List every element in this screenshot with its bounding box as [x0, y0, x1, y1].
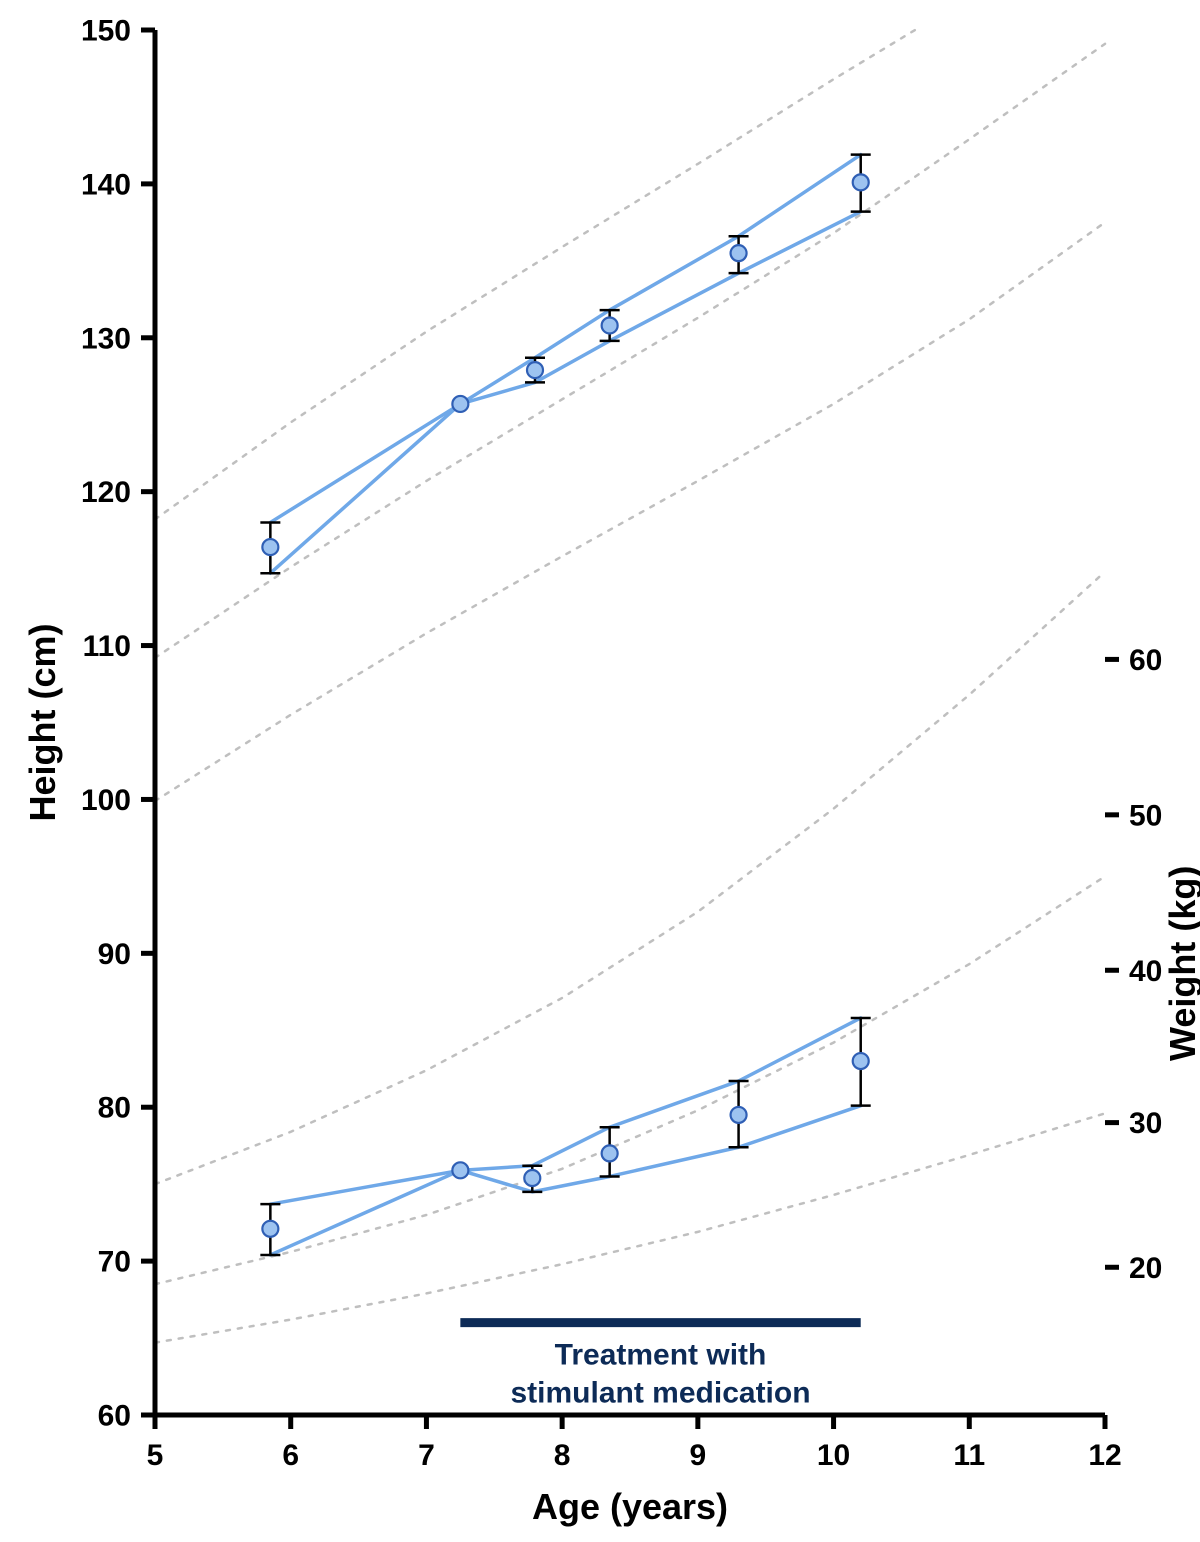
y-left-tick-label: 100: [81, 784, 131, 817]
y-right-tick-label: 20: [1129, 1252, 1162, 1285]
percentile-curves: [155, 30, 1105, 1343]
x-tick-label: 5: [147, 1439, 164, 1472]
y-left-tick-label: 90: [98, 938, 131, 971]
percentile-curve: [155, 572, 1105, 1184]
y-left-tick-label: 110: [83, 630, 131, 663]
y-right-tick-label: 30: [1129, 1107, 1162, 1140]
data-marker: [731, 245, 747, 261]
treatment-label-line2: stimulant medication: [511, 1377, 811, 1410]
y-left-tick-label: 130: [81, 322, 131, 355]
height-series-upper-line: [270, 155, 860, 523]
percentile-curve: [155, 44, 1105, 658]
x-tick-label: 9: [690, 1439, 707, 1472]
growth-chart-svg: 5 6 7 8 9 10 11 12 60 70 80 90 100 110 120 130 140 150 20 3…: [0, 0, 1200, 1542]
data-marker: [262, 539, 278, 555]
data-marker: [731, 1107, 747, 1123]
height-series: [260, 155, 870, 574]
data-marker: [262, 1221, 278, 1237]
data-marker: [527, 362, 543, 378]
y-left-tick-label: 70: [98, 1246, 131, 1279]
y-right-ticks: 20 30 40 50 60: [1105, 644, 1162, 1285]
y-left-tick-label: 60: [98, 1400, 131, 1433]
data-marker: [853, 1053, 869, 1069]
data-marker: [452, 396, 468, 412]
data-marker: [602, 1145, 618, 1161]
data-marker: [452, 1162, 468, 1178]
data-marker: [602, 317, 618, 333]
y-left-tick-label: 80: [98, 1092, 131, 1125]
percentile-curve: [155, 876, 1105, 1284]
x-tick-label: 12: [1088, 1439, 1121, 1472]
x-tick-label: 8: [554, 1439, 571, 1472]
y-left-tick-label: 140: [81, 168, 131, 201]
percentile-curve: [155, 30, 915, 519]
x-tick-label: 10: [817, 1439, 850, 1472]
treatment-label-line1: Treatment with: [555, 1339, 767, 1372]
x-tick-label: 7: [418, 1439, 435, 1472]
y-right-tick-label: 50: [1129, 799, 1162, 832]
percentile-curve: [155, 222, 1105, 801]
height-series-lower-line: [270, 212, 860, 574]
percentile-curve: [155, 1113, 1105, 1342]
chart-container: 5 6 7 8 9 10 11 12 60 70 80 90 100 110 120 130 140 150 20 3…: [0, 0, 1200, 1542]
y-left-tick-label: 120: [81, 476, 131, 509]
weight-series-upper-line: [270, 1018, 860, 1204]
y-right-tick-label: 60: [1129, 644, 1162, 677]
y-left-axis-label: Height (cm): [22, 624, 63, 822]
x-tick-label: 6: [282, 1439, 299, 1472]
weight-series-lower-line: [270, 1106, 860, 1255]
y-right-axis-label: Weight (kg): [1162, 866, 1200, 1061]
y-right-tick-label: 40: [1129, 955, 1162, 988]
weight-series: [260, 1018, 870, 1255]
y-left-tick-label: 150: [81, 15, 131, 48]
y-left-ticks: 60 70 80 90 100 110 120 130 140 150: [81, 15, 155, 1433]
x-ticks: 5 6 7 8 9 10 11 12: [147, 1415, 1122, 1472]
x-axis-label: Age (years): [532, 1486, 728, 1527]
x-tick-label: 11: [953, 1439, 985, 1472]
data-marker: [524, 1170, 540, 1186]
data-marker: [853, 174, 869, 190]
